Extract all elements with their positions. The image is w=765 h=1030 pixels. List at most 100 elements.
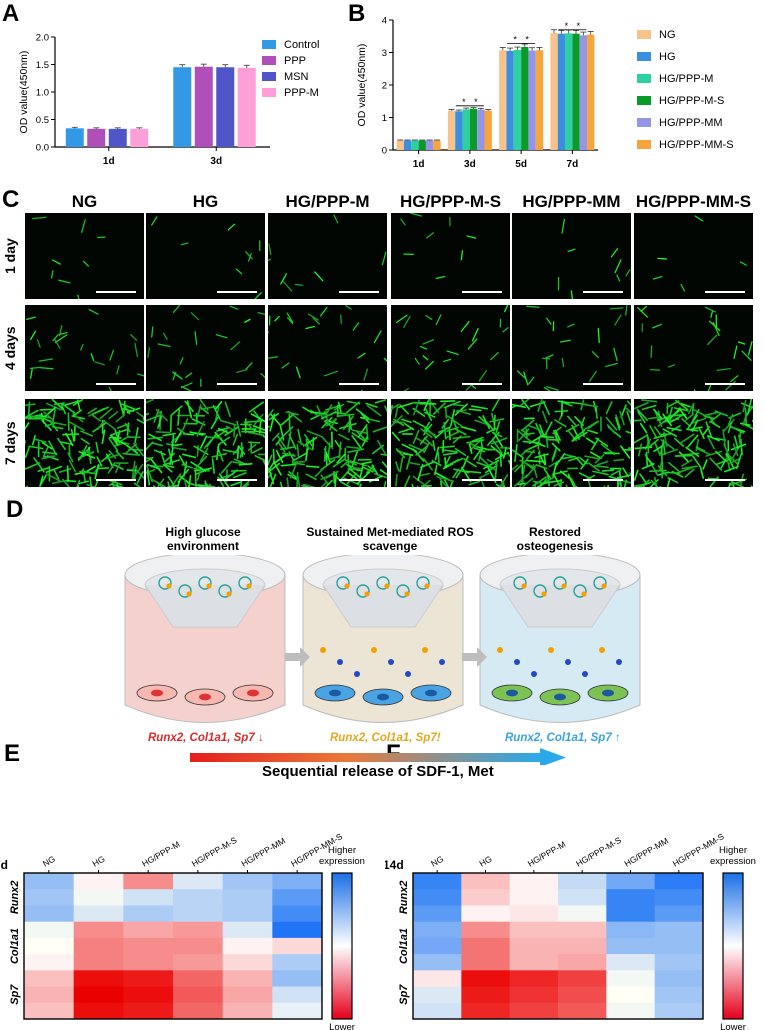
cell xyxy=(652,275,663,280)
cell xyxy=(351,429,368,435)
cell xyxy=(262,460,265,466)
cell xyxy=(476,461,494,469)
cell xyxy=(379,469,387,476)
cell xyxy=(365,402,378,408)
cell xyxy=(435,314,442,326)
heatmap-cell xyxy=(222,954,273,971)
cell xyxy=(523,371,529,386)
heatmap-e: 7dNGHGHG/PPP-MHG/PPP-M-SHG/PPP-MMHG/PPP-… xyxy=(0,831,365,1030)
cell xyxy=(548,459,560,468)
cell xyxy=(109,349,115,361)
nanoparticle xyxy=(533,584,547,598)
cell xyxy=(567,323,575,328)
cell xyxy=(81,449,93,455)
heatmap-cell xyxy=(24,970,75,988)
cell xyxy=(52,259,61,265)
cell xyxy=(128,448,144,452)
cell xyxy=(310,411,326,415)
cell xyxy=(551,442,561,452)
cell xyxy=(272,448,275,464)
cell xyxy=(204,480,207,487)
cell xyxy=(39,366,54,370)
cell xyxy=(367,465,377,473)
heatmap-cell xyxy=(123,986,174,1004)
cell xyxy=(493,431,504,448)
cell xyxy=(460,250,464,261)
cell xyxy=(235,268,243,275)
cell xyxy=(37,467,50,472)
cell xyxy=(362,466,374,473)
bar xyxy=(462,109,470,150)
cell xyxy=(65,432,74,447)
cell xyxy=(412,399,420,416)
cell xyxy=(61,403,76,414)
cell xyxy=(190,461,207,472)
cell xyxy=(491,431,503,438)
cell xyxy=(122,452,141,456)
y-tick-label: 3 xyxy=(382,48,387,59)
legend-swatch xyxy=(637,140,651,149)
heatmap-cell xyxy=(73,889,124,906)
cell xyxy=(439,445,455,449)
heatmap-cell xyxy=(123,970,174,988)
heatmap-cell xyxy=(606,954,656,971)
cell xyxy=(420,461,434,469)
cell xyxy=(230,341,241,351)
heatmap-cell xyxy=(509,905,559,923)
heatmap-cell xyxy=(509,921,559,939)
bar xyxy=(506,50,514,150)
cell xyxy=(41,441,53,450)
cell xyxy=(232,472,247,479)
cell xyxy=(80,219,86,233)
cell xyxy=(684,468,695,478)
cell xyxy=(409,213,422,217)
cell-strokes xyxy=(652,215,747,292)
cell xyxy=(467,441,479,449)
cell-nucleus xyxy=(554,693,566,701)
cell xyxy=(710,421,721,428)
culture-dish-3 xyxy=(479,555,641,723)
cell-strokes xyxy=(25,308,144,391)
cell xyxy=(247,441,261,444)
cell xyxy=(731,480,745,487)
bar xyxy=(499,50,507,150)
cell xyxy=(79,470,96,475)
cell xyxy=(285,411,299,416)
cell xyxy=(195,455,208,469)
cell xyxy=(502,446,507,459)
bar xyxy=(237,67,256,147)
cell xyxy=(253,413,264,426)
cell xyxy=(296,471,299,487)
cell xyxy=(403,315,411,328)
cell xyxy=(542,400,550,416)
cell xyxy=(305,473,317,481)
cell xyxy=(667,406,673,423)
cell xyxy=(229,305,239,310)
cell xyxy=(554,419,567,428)
cell xyxy=(539,424,546,439)
heatmap-cell xyxy=(73,1002,124,1020)
heatmap-cell xyxy=(606,970,656,988)
heatmap-frame xyxy=(23,872,323,1020)
cell xyxy=(134,427,139,444)
x-tick-label: 5d xyxy=(515,159,527,170)
heatmap-cell xyxy=(272,889,323,906)
row-label: 4 days xyxy=(2,326,18,370)
cell xyxy=(565,424,580,433)
cell xyxy=(199,406,209,414)
cell xyxy=(649,479,659,487)
cell xyxy=(87,407,97,415)
cell xyxy=(615,414,621,429)
legend-label: HG/PPP-M xyxy=(659,73,713,85)
stage3-title: Restored osteogenesis xyxy=(516,525,594,553)
cell xyxy=(653,426,663,437)
cell xyxy=(179,357,184,365)
cell xyxy=(639,473,647,483)
cell xyxy=(750,485,753,487)
cell xyxy=(454,403,468,416)
cell xyxy=(546,386,559,391)
y-tick-label: 0.0 xyxy=(36,143,49,154)
cell xyxy=(525,463,538,479)
cell xyxy=(68,421,85,431)
cell xyxy=(352,322,360,331)
